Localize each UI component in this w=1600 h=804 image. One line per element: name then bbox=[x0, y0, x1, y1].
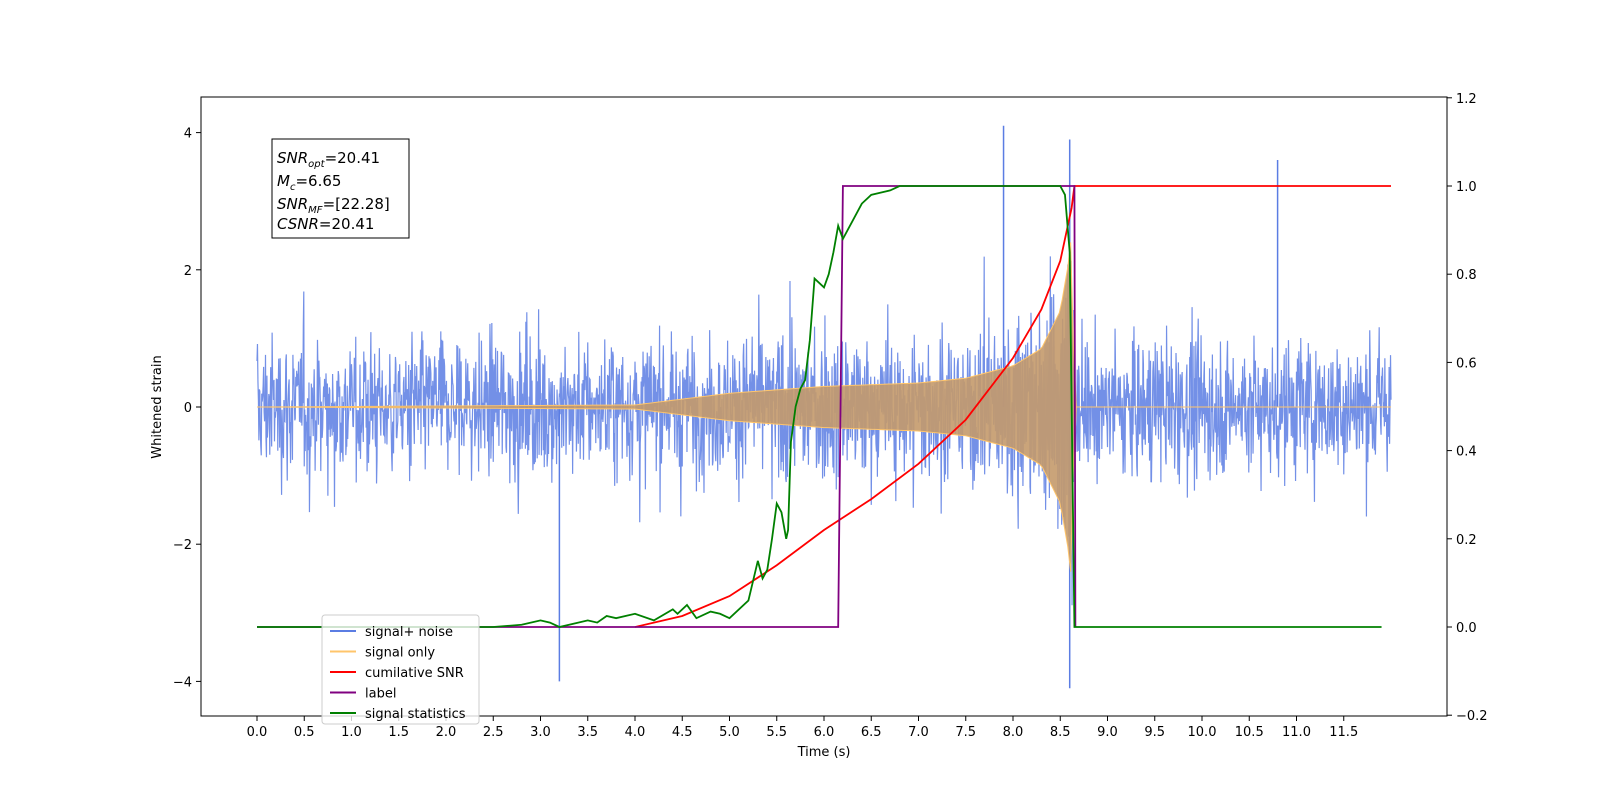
x-tick-label: 1.5 bbox=[388, 725, 409, 740]
legend-frame bbox=[321, 614, 480, 725]
legend-label: cumilative SNR bbox=[365, 666, 464, 681]
y-tick-label: −2 bbox=[173, 538, 192, 553]
x-axis-title: Time (s) bbox=[797, 745, 851, 760]
x-tick-label: 8.5 bbox=[1050, 725, 1071, 740]
y-tick-label: −4 bbox=[173, 675, 192, 690]
signal-only-trace bbox=[256, 242, 1391, 572]
legend-label: signal+ noise bbox=[365, 625, 453, 640]
x-tick-label: 10.5 bbox=[1235, 725, 1264, 740]
stat-mc: Mc=6.65 bbox=[277, 172, 341, 193]
x-axis: 0.0 0.5 1.0 1.5 2.0 2.5 3.0 3.5 4.0 4.5 5.0 5.5 6.0 6… bbox=[247, 716, 1358, 740]
stat-snr-mf: SNRMF=[22.28] bbox=[277, 195, 390, 216]
x-tick-label: 4.5 bbox=[672, 725, 693, 740]
series-signal-only bbox=[256, 242, 1391, 572]
x-tick-label: 6.0 bbox=[814, 725, 835, 740]
y-tick-label: 0 bbox=[184, 401, 192, 416]
x-tick-label: 5.0 bbox=[719, 725, 740, 740]
x-tick-label: 7.5 bbox=[955, 725, 976, 740]
y-tick-label: 2 bbox=[184, 264, 192, 279]
y-axis-right: −0.2 0.0 0.2 0.4 0.6 0.8 1.0 1.2 bbox=[1447, 92, 1488, 724]
stat-csnr: CSNR=20.41 bbox=[277, 215, 374, 233]
x-tick-label: 8.0 bbox=[1003, 725, 1024, 740]
y2-tick-label: 0.6 bbox=[1456, 356, 1477, 371]
legend: signal+ noise signal only cumilative SNR la… bbox=[321, 614, 480, 725]
x-tick-label: 0.0 bbox=[247, 725, 268, 740]
x-tick-label: 0.5 bbox=[294, 725, 315, 740]
x-tick-label: 1.0 bbox=[341, 725, 362, 740]
y2-tick-label: −0.2 bbox=[1456, 709, 1488, 724]
y2-tick-label: 0.8 bbox=[1456, 268, 1477, 283]
x-tick-label: 2.0 bbox=[436, 725, 457, 740]
x-tick-label: 2.5 bbox=[483, 725, 504, 740]
y2-tick-label: 1.0 bbox=[1456, 180, 1477, 195]
stats-annotation-box: SNRopt=20.41 Mc=6.65 SNRMF=[22.28] CSNR=… bbox=[271, 138, 410, 239]
x-tick-label: 11.5 bbox=[1329, 725, 1358, 740]
x-tick-label: 4.0 bbox=[625, 725, 646, 740]
x-tick-label: 11.0 bbox=[1282, 725, 1311, 740]
legend-label: signal statistics bbox=[365, 707, 466, 722]
x-tick-label: 6.5 bbox=[861, 725, 882, 740]
stat-snr-opt: SNRopt=20.41 bbox=[277, 149, 380, 170]
x-tick-label: 9.5 bbox=[1144, 725, 1165, 740]
legend-label: label bbox=[365, 687, 396, 702]
y-axis-title: Whitened strain bbox=[150, 355, 165, 458]
legend-label: signal only bbox=[365, 646, 435, 661]
y2-tick-label: 0.2 bbox=[1456, 533, 1477, 548]
series-signal-statistics bbox=[257, 185, 1382, 628]
y2-tick-label: 0.4 bbox=[1456, 445, 1477, 460]
y-axis-left: −4 −2 0 2 4 bbox=[173, 127, 201, 690]
series-cumilative-snr bbox=[634, 185, 1391, 628]
y2-tick-label: 1.2 bbox=[1456, 92, 1477, 107]
x-tick-label: 10.0 bbox=[1188, 725, 1217, 740]
x-tick-label: 9.0 bbox=[1097, 725, 1118, 740]
x-tick-label: 5.5 bbox=[766, 725, 787, 740]
stats-box-frame bbox=[271, 138, 410, 239]
x-tick-label: 7.0 bbox=[908, 725, 929, 740]
y2-tick-label: 0.0 bbox=[1456, 621, 1477, 636]
series-label bbox=[257, 185, 1077, 628]
right-axis-series bbox=[257, 185, 1391, 628]
x-tick-label: 3.5 bbox=[577, 725, 598, 740]
y-tick-label: 4 bbox=[184, 127, 192, 142]
x-tick-label: 3.0 bbox=[530, 725, 551, 740]
